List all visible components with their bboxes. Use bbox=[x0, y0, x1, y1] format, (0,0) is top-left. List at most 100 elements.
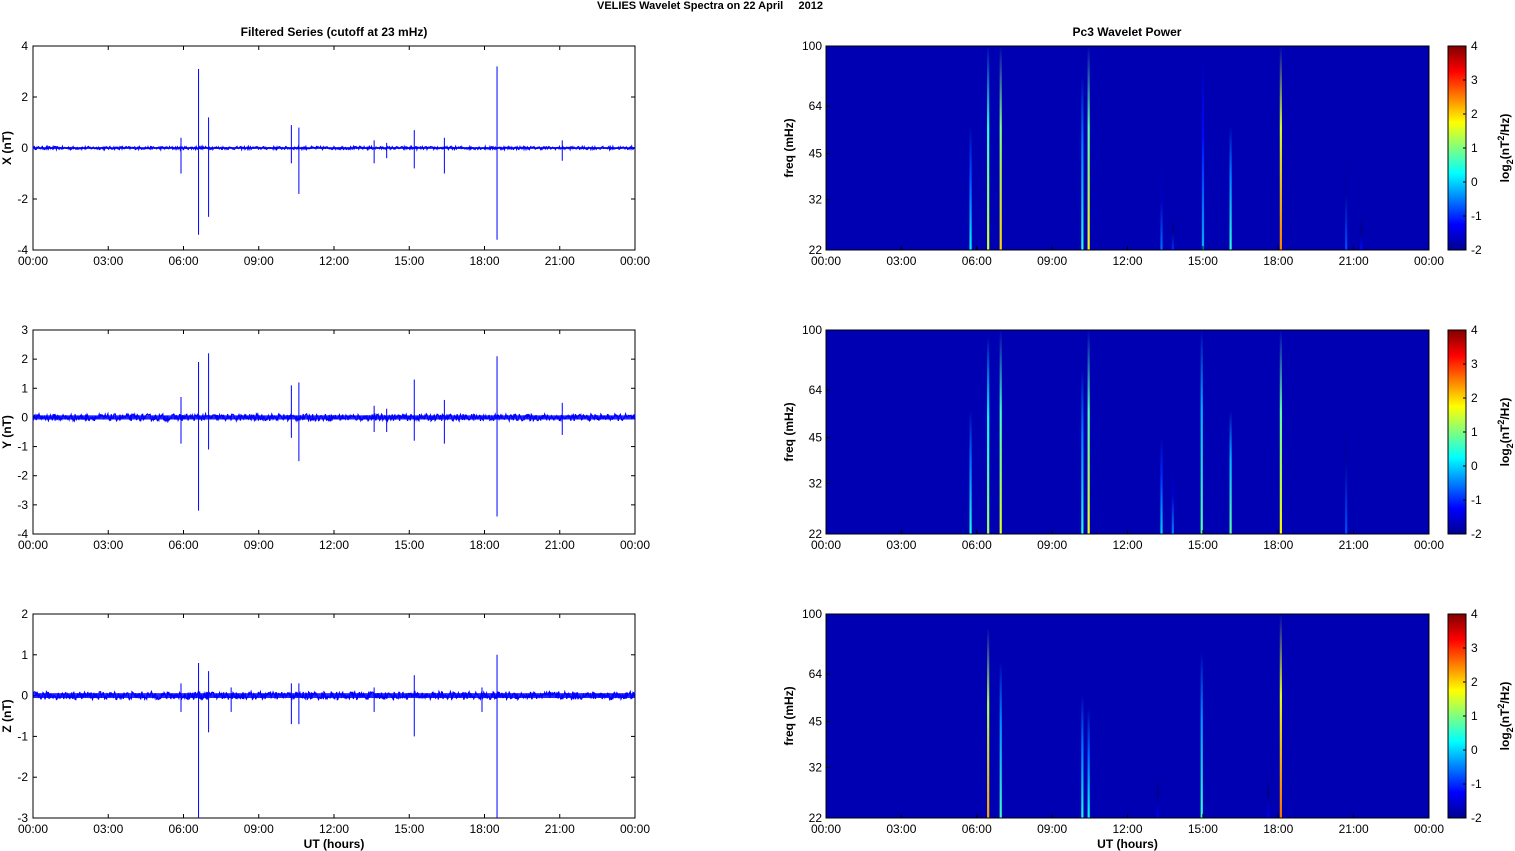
heatmap-burst bbox=[1229, 126, 1232, 250]
heatmap-background bbox=[826, 46, 1429, 250]
ylabel: freq (mHz) bbox=[782, 118, 796, 177]
ts-xtick-label: 03:00 bbox=[93, 254, 123, 268]
ytick-label: 4 bbox=[21, 39, 28, 53]
ytick-label: 100 bbox=[802, 607, 822, 621]
colorbar-tick-label: 3 bbox=[1471, 641, 1478, 655]
heatmap-burst bbox=[1201, 60, 1205, 251]
right-column-title: Pc3 Wavelet Power bbox=[1073, 25, 1182, 39]
heatmap-burst bbox=[1171, 217, 1174, 250]
colorbar-tick-label: 2 bbox=[1471, 675, 1478, 689]
wv-xtick-label: 06:00 bbox=[962, 822, 992, 836]
ts-xtick-label: 15:00 bbox=[394, 538, 424, 552]
ts-xtick-label: 21:00 bbox=[545, 822, 575, 836]
colorbar-tick-label: 1 bbox=[1471, 425, 1478, 439]
wv-xtick-label: 12:00 bbox=[1112, 254, 1142, 268]
wv-xtick-label: 21:00 bbox=[1339, 254, 1369, 268]
ts-xtick-label: 12:00 bbox=[319, 822, 349, 836]
wv-xtick-label: 00:00 bbox=[811, 538, 841, 552]
heatmap-burst bbox=[987, 336, 990, 534]
colorbar-tick-label: 0 bbox=[1471, 175, 1478, 189]
heatmap-burst bbox=[1156, 776, 1159, 818]
wv-xtick-label: 18:00 bbox=[1263, 254, 1293, 268]
heatmap-burst bbox=[999, 46, 1002, 250]
wv-xtick-label: 15:00 bbox=[1188, 538, 1218, 552]
xlabel: UT (hours) bbox=[304, 837, 365, 851]
wv-xtick-label: 09:00 bbox=[1037, 254, 1067, 268]
heatmap-background bbox=[826, 614, 1429, 818]
heatmap-burst bbox=[1160, 169, 1163, 250]
ytick-label: 2 bbox=[21, 352, 28, 366]
heatmap-burst bbox=[1087, 330, 1090, 534]
ylabel: freq (mHz) bbox=[782, 686, 796, 745]
ts-xtick-label: 18:00 bbox=[469, 538, 499, 552]
colorbar-tick-label: -2 bbox=[1471, 243, 1482, 257]
ts-xtick-label: 00:00 bbox=[620, 822, 650, 836]
ytick-label: 45 bbox=[809, 431, 823, 445]
ts-xtick-label: 18:00 bbox=[469, 254, 499, 268]
colorbar-label: log2(nT2/Hz) bbox=[1496, 114, 1515, 183]
series-noise-band bbox=[33, 147, 635, 149]
wv-xtick-label: 21:00 bbox=[1339, 538, 1369, 552]
wv-xtick-label: 03:00 bbox=[886, 538, 916, 552]
wv-xtick-label: 06:00 bbox=[962, 538, 992, 552]
ytick-label: 64 bbox=[809, 99, 823, 113]
colorbar-tick-label: -1 bbox=[1471, 209, 1482, 223]
ytick-label: 45 bbox=[809, 147, 823, 161]
heatmap-burst bbox=[1279, 614, 1282, 818]
wv-xtick-label: 21:00 bbox=[1339, 822, 1369, 836]
colorbar-tick-label: 4 bbox=[1471, 39, 1478, 53]
ytick-label: 2 bbox=[21, 90, 28, 104]
wv-xtick-label: 15:00 bbox=[1188, 822, 1218, 836]
ytick-label: 3 bbox=[21, 323, 28, 337]
colorbar-tick-label: 4 bbox=[1471, 323, 1478, 337]
heatmap-burst bbox=[1200, 330, 1203, 534]
heatmap-burst bbox=[1360, 217, 1363, 250]
ytick-label: 22 bbox=[809, 811, 823, 825]
heatmap-burst bbox=[1087, 707, 1090, 818]
heatmap-burst bbox=[1160, 437, 1163, 534]
ts-xtick-label: 09:00 bbox=[244, 822, 274, 836]
colorbar-tick-label: 2 bbox=[1471, 391, 1478, 405]
colorbar-tick-label: -2 bbox=[1471, 527, 1482, 541]
wv-xtick-label: 15:00 bbox=[1188, 254, 1218, 268]
colorbar-tick-label: -1 bbox=[1471, 777, 1482, 791]
heatmap-burst bbox=[1279, 46, 1282, 250]
ylabel: Y (nT) bbox=[0, 415, 14, 449]
ts-xtick-label: 12:00 bbox=[319, 538, 349, 552]
ts-xtick-label: 00:00 bbox=[18, 822, 48, 836]
ytick-label: 100 bbox=[802, 323, 822, 337]
heatmap-burst bbox=[999, 662, 1002, 818]
ytick-label: -1 bbox=[17, 729, 28, 743]
wv-xtick-label: 00:00 bbox=[811, 822, 841, 836]
left-column-title: Filtered Series (cutoff at 23 mHz) bbox=[241, 25, 428, 39]
ytick-label: -4 bbox=[17, 527, 28, 541]
colorbar-tick-label: 4 bbox=[1471, 607, 1478, 621]
wv-xtick-label: 12:00 bbox=[1112, 822, 1142, 836]
wv-xtick-label: 00:00 bbox=[811, 254, 841, 268]
ytick-label: 64 bbox=[809, 667, 823, 681]
ts-xtick-label: 06:00 bbox=[168, 538, 198, 552]
timeseries-panel-x: 420-2-400:00 03:00 06:00 09:00 12:00 15:00 18:… bbox=[0, 39, 650, 268]
ts-xtick-label: 15:00 bbox=[394, 254, 424, 268]
ytick-label: -2 bbox=[17, 469, 28, 483]
colorbar-label: log2(nT2/Hz) bbox=[1496, 398, 1515, 467]
series-line bbox=[32, 689, 636, 702]
wv-xtick-label: 00:00 bbox=[1414, 254, 1444, 268]
ylabel: Z (nT) bbox=[0, 699, 14, 732]
ts-xtick-label: 21:00 bbox=[545, 538, 575, 552]
ytick-label: 32 bbox=[809, 477, 823, 491]
ts-xtick-label: 09:00 bbox=[244, 538, 274, 552]
ylabel: X (nT) bbox=[0, 131, 14, 165]
ts-xtick-label: 03:00 bbox=[93, 538, 123, 552]
ts-xtick-label: 09:00 bbox=[244, 254, 274, 268]
ytick-label: -3 bbox=[17, 811, 28, 825]
wv-xtick-label: 09:00 bbox=[1037, 538, 1067, 552]
heatmap-burst bbox=[1279, 330, 1282, 534]
ytick-label: -1 bbox=[17, 440, 28, 454]
ts-xtick-label: 03:00 bbox=[93, 822, 123, 836]
ts-xtick-label: 21:00 bbox=[545, 254, 575, 268]
